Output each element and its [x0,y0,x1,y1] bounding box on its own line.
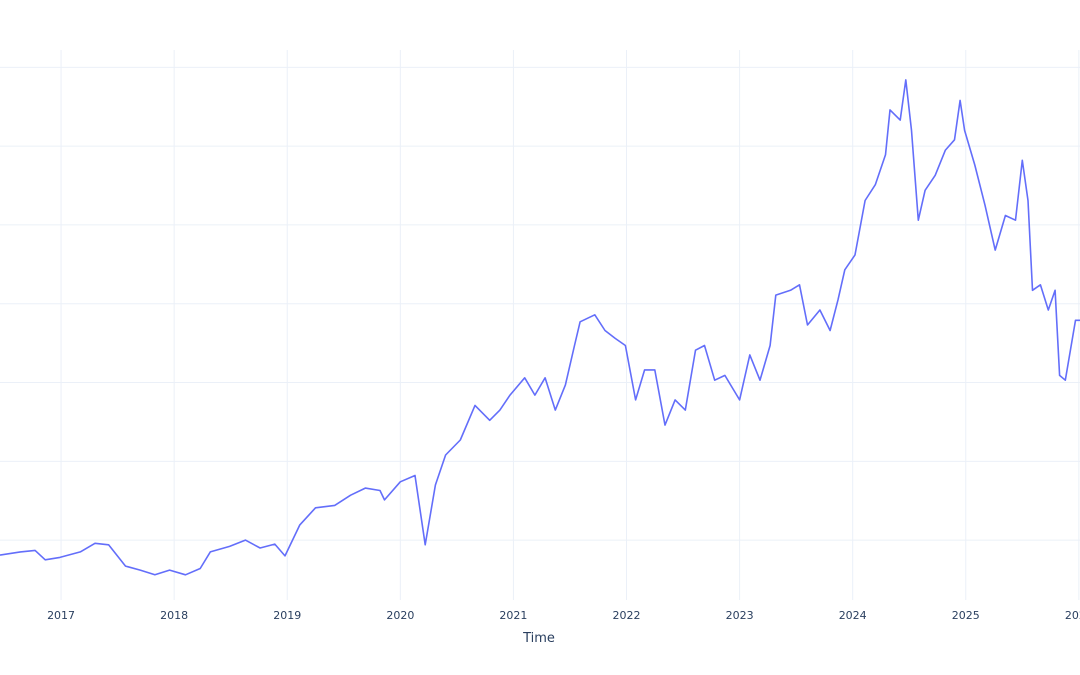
x-tick-label: 2024 [839,609,867,622]
x-tick-label: 2018 [160,609,188,622]
x-tick-label: 2025 [952,609,980,622]
x-axis-title: Time [522,631,555,646]
x-tick-label: 2021 [499,609,527,622]
series-line [0,79,1080,576]
x-axis-ticks: 2017 2018 2019 2020 2021 2022 2023 2024 2025 2026 [47,609,1080,622]
x-tick-label: 2020 [386,609,414,622]
plot-area[interactable] [0,79,1080,576]
x-tick-label: 2022 [613,609,641,622]
x-tick-label: 2023 [726,609,754,622]
x-tick-label: 2026 [1065,609,1080,622]
x-tick-label: 2019 [273,609,301,622]
x-tick-label: 2017 [47,609,75,622]
gridlines [0,50,1080,600]
